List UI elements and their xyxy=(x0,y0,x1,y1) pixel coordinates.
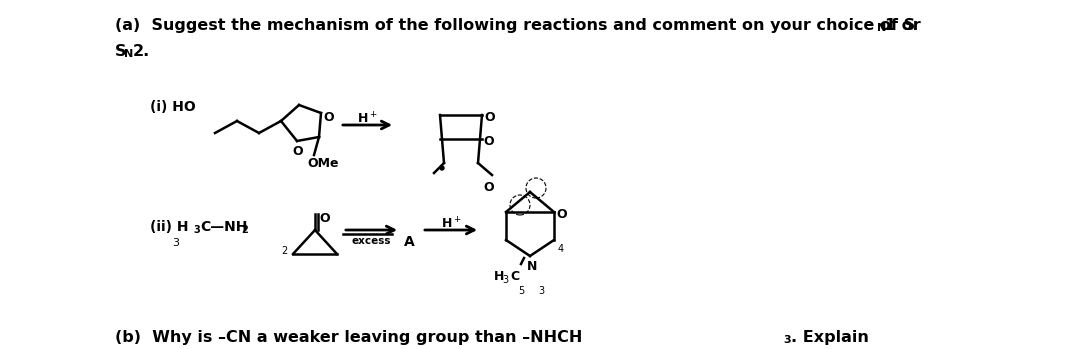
Text: 3: 3 xyxy=(172,238,179,248)
Text: (i) HO: (i) HO xyxy=(150,100,195,114)
Text: N: N xyxy=(877,23,887,33)
Text: 3: 3 xyxy=(193,225,200,235)
Text: 1 or: 1 or xyxy=(885,18,921,33)
Text: 3: 3 xyxy=(538,286,544,296)
Text: H: H xyxy=(494,270,504,283)
Text: 5: 5 xyxy=(518,286,524,296)
Text: O: O xyxy=(319,212,329,225)
Text: O: O xyxy=(484,111,495,124)
Text: 3: 3 xyxy=(502,275,508,285)
Text: 2: 2 xyxy=(282,246,288,256)
Text: (a)  Suggest the mechanism of the following reactions and comment on your choice: (a) Suggest the mechanism of the followi… xyxy=(114,18,915,33)
Text: O: O xyxy=(483,135,494,148)
Text: . Explain: . Explain xyxy=(791,330,869,345)
Text: N: N xyxy=(527,260,538,273)
Text: H$^+$: H$^+$ xyxy=(441,216,461,231)
Text: S: S xyxy=(114,44,126,59)
Text: (b)  Why is –CN a weaker leaving group than –NHCH: (b) Why is –CN a weaker leaving group th… xyxy=(114,330,582,345)
Text: A: A xyxy=(404,235,415,249)
Text: (ii) H: (ii) H xyxy=(150,220,189,234)
Text: 2: 2 xyxy=(241,225,247,235)
Text: H$^+$: H$^+$ xyxy=(357,111,378,126)
Text: C—NH: C—NH xyxy=(200,220,247,234)
Text: excess: excess xyxy=(352,236,391,246)
Text: N: N xyxy=(124,49,133,59)
Text: OMe: OMe xyxy=(307,157,338,170)
Text: O: O xyxy=(556,208,567,221)
Text: 2.: 2. xyxy=(133,44,150,59)
Text: O: O xyxy=(323,111,334,124)
Text: O: O xyxy=(292,145,302,158)
Text: 4: 4 xyxy=(558,244,564,254)
Text: C: C xyxy=(510,270,519,283)
Text: O: O xyxy=(483,181,494,194)
Circle shape xyxy=(440,166,444,170)
Text: 3: 3 xyxy=(783,335,791,345)
